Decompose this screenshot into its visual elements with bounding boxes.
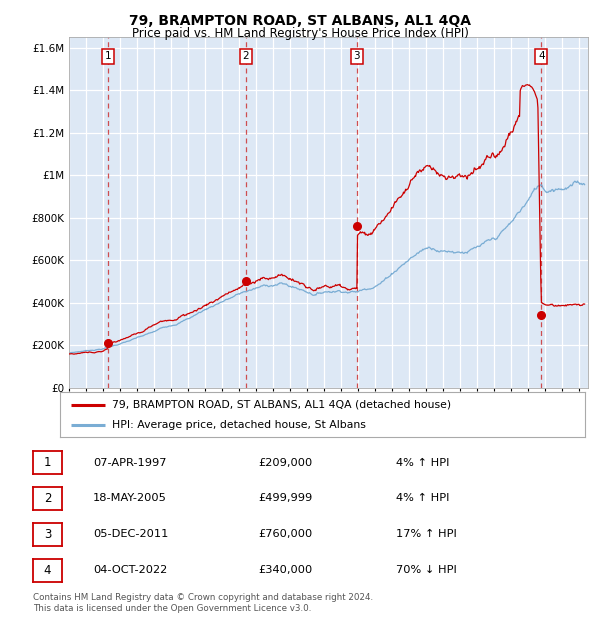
Text: Price paid vs. HM Land Registry's House Price Index (HPI): Price paid vs. HM Land Registry's House … xyxy=(131,27,469,40)
Text: 79, BRAMPTON ROAD, ST ALBANS, AL1 4QA (detached house): 79, BRAMPTON ROAD, ST ALBANS, AL1 4QA (d… xyxy=(113,399,452,410)
Text: £340,000: £340,000 xyxy=(258,565,312,575)
Text: £760,000: £760,000 xyxy=(258,529,312,539)
Text: 4% ↑ HPI: 4% ↑ HPI xyxy=(396,494,449,503)
Text: 4% ↑ HPI: 4% ↑ HPI xyxy=(396,458,449,467)
Text: £499,999: £499,999 xyxy=(258,494,312,503)
Text: 3: 3 xyxy=(353,51,360,61)
Text: 07-APR-1997: 07-APR-1997 xyxy=(93,458,167,467)
Text: 4: 4 xyxy=(538,51,545,61)
Text: 05-DEC-2011: 05-DEC-2011 xyxy=(93,529,169,539)
Text: 70% ↓ HPI: 70% ↓ HPI xyxy=(396,565,457,575)
Text: 79, BRAMPTON ROAD, ST ALBANS, AL1 4QA: 79, BRAMPTON ROAD, ST ALBANS, AL1 4QA xyxy=(129,14,471,28)
Text: 18-MAY-2005: 18-MAY-2005 xyxy=(93,494,167,503)
Text: 3: 3 xyxy=(44,528,51,541)
Text: 1: 1 xyxy=(44,456,51,469)
Text: 2: 2 xyxy=(44,492,51,505)
Text: 04-OCT-2022: 04-OCT-2022 xyxy=(93,565,167,575)
Text: 4: 4 xyxy=(44,564,51,577)
Text: 2: 2 xyxy=(242,51,249,61)
Text: Contains HM Land Registry data © Crown copyright and database right 2024.
This d: Contains HM Land Registry data © Crown c… xyxy=(33,593,373,613)
Text: HPI: Average price, detached house, St Albans: HPI: Average price, detached house, St A… xyxy=(113,420,367,430)
Text: 1: 1 xyxy=(104,51,111,61)
Text: £209,000: £209,000 xyxy=(258,458,312,467)
Text: 17% ↑ HPI: 17% ↑ HPI xyxy=(396,529,457,539)
